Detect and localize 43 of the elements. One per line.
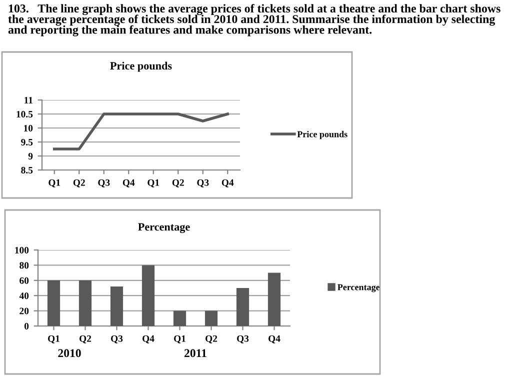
x-tick-label: Q1 <box>174 335 186 344</box>
text: 103. The line graph shows the average prices of tickets sold at a theatre and the bar chart shows the average percentage of tickets sold in 2010 and 2011. Summarise the information by selecting and reporting the main features and make comparisons where relevant. <box>8 4 500 36</box>
chart-title: Price pounds <box>110 62 172 72</box>
bar <box>204 310 218 326</box>
x-tick-label: Q4 <box>268 335 280 344</box>
bar <box>268 272 281 326</box>
x-tick-label: Q1 <box>48 335 60 344</box>
x-tick-label: Q4 <box>222 179 234 188</box>
y-tick-label: 20 <box>20 308 29 314</box>
legend-label: Percentage <box>338 284 380 292</box>
text: 2010 <box>58 349 81 358</box>
x-tick-label: Q4 <box>142 335 154 344</box>
x-tick-label: Q3 <box>237 335 249 344</box>
bar <box>142 265 155 326</box>
x-tick-label: Q1 <box>48 179 60 188</box>
y-tick-label: 10.5 <box>16 110 33 118</box>
y-tick-label: 100 <box>15 246 29 254</box>
x-tick-label: Q3 <box>197 179 209 188</box>
x-tick-label: Q2 <box>80 335 92 344</box>
x-tick-label: Q3 <box>111 335 123 344</box>
text: 2011 <box>184 349 206 358</box>
x-tick-label: Q2 <box>172 179 184 188</box>
legend-label: Price pounds <box>297 130 348 140</box>
x-tick-label: Q3 <box>98 179 110 188</box>
bar <box>173 310 186 326</box>
x-tick-label: Q1 <box>148 179 160 188</box>
x-tick-label: Q4 <box>122 179 135 188</box>
y-tick-label: 80 <box>20 262 29 269</box>
y-tick-label: 9 <box>28 152 33 160</box>
bar <box>47 280 60 326</box>
y-tick-label: 10 <box>24 124 33 132</box>
y-tick-label: 8.5 <box>21 166 33 174</box>
bar <box>78 280 92 326</box>
chart-title: Percentage <box>138 223 190 234</box>
y-tick-label: 60 <box>20 277 29 284</box>
x-tick-label: Q2 <box>206 335 218 344</box>
y-tick-label: 9.5 <box>21 138 33 146</box>
y-tick-label: 11 <box>24 96 32 104</box>
bar <box>236 288 250 326</box>
x-tick-label: Q2 <box>73 179 85 188</box>
y-tick-label: 0 <box>24 322 29 330</box>
bar <box>110 286 124 326</box>
y-tick-label: 40 <box>19 292 29 300</box>
